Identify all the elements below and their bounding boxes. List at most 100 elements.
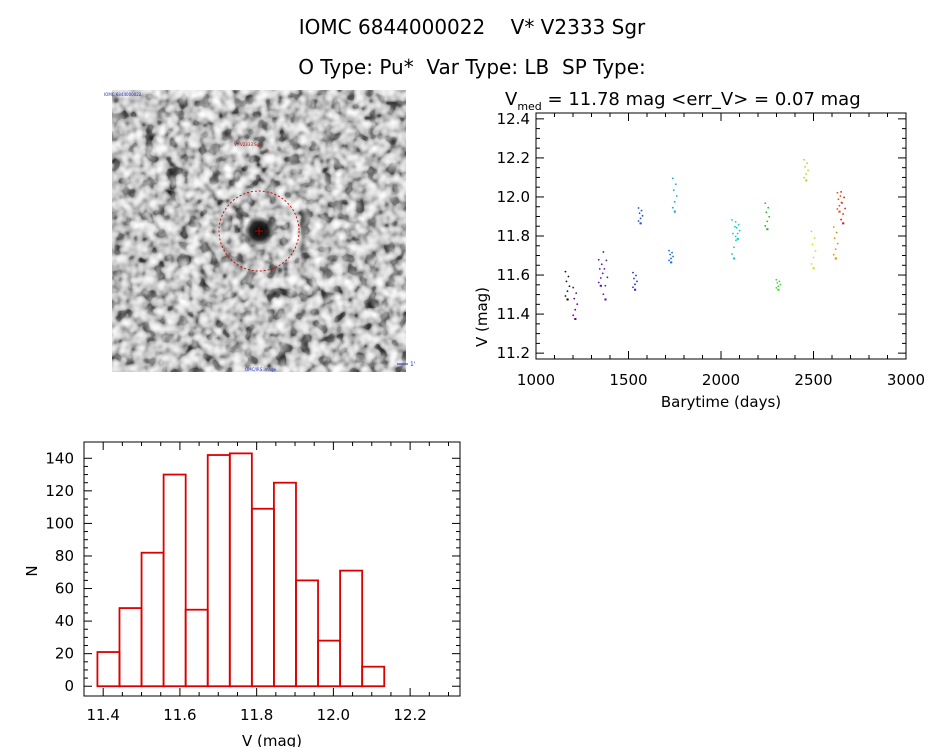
lc-data-cluster: [736, 237, 739, 240]
lc-data-point: [637, 220, 640, 222]
stat-sub: med: [517, 100, 541, 113]
hist-x-tick-label: 11.6: [163, 706, 196, 724]
lc-data-point: [639, 217, 642, 220]
lc-data-point: [732, 232, 734, 235]
lc-data-cluster: [812, 267, 815, 270]
lc-data-point: [832, 226, 835, 228]
lc-data-point: [765, 211, 768, 214]
lc-data-cluster: [838, 210, 841, 213]
hist-bar: [273, 481, 297, 688]
lc-data-cluster: [639, 222, 642, 225]
lc-data-point: [837, 198, 840, 201]
hist-bar: [206, 454, 231, 688]
lc-data-point: [736, 232, 739, 235]
hist-x-tick-label: 12.0: [317, 706, 350, 724]
image-top-left-label: IOMC 6844000022: [104, 92, 142, 97]
lc-data-point: [811, 243, 814, 246]
hist-x-tick-label: 11.8: [240, 706, 273, 724]
lc-data-point: [600, 263, 603, 266]
target-circle: [218, 190, 300, 272]
lc-data-point: [634, 283, 636, 286]
lc-data-point: [733, 246, 735, 249]
lc-data-point: [766, 220, 769, 223]
title-line-2: O Type: Pu* Var Type: LB SP Type:: [298, 55, 646, 79]
lc-data-point: [602, 293, 605, 296]
lc-data-point: [843, 196, 845, 199]
lc-data-point: [836, 191, 839, 194]
hist-plot-frame: [83, 441, 461, 697]
lc-data-cluster: [766, 228, 769, 231]
lc-data-point: [814, 250, 817, 252]
hist-y-tick-label: 60: [55, 580, 74, 598]
lc-data-point: [640, 209, 643, 212]
lc-data-cluster: [574, 318, 577, 320]
title-line-1: IOMC 6844000022 V* V2333 Sgr: [298, 15, 646, 39]
lc-x-tick-label: 2500: [794, 371, 832, 389]
lc-data-point: [572, 286, 575, 289]
lc-x-tick-label: 2000: [702, 371, 740, 389]
lc-data-cluster: [834, 257, 837, 260]
lc-data-point: [641, 214, 644, 217]
histogram-chart: 11.4 11.6 11.8 12.0 12.2 0 20 40 60 80 100 120 140 V…: [23, 441, 461, 747]
lc-data-point: [566, 290, 569, 293]
light-curve-stat: Vmed = 11.78 mag <err_V> = 0.07 mag: [505, 89, 861, 113]
lc-data-point: [668, 249, 670, 252]
lc-data-cluster: [633, 288, 637, 291]
lc-data-cluster: [604, 298, 607, 301]
hist-bar: [118, 607, 143, 688]
lc-data-point: [778, 280, 781, 283]
lc-data-cluster: [670, 261, 673, 264]
hist-x-tick-label: 11.4: [86, 706, 119, 724]
hist-y-tick-label: 0: [64, 677, 74, 695]
lc-data-point: [835, 231, 838, 234]
hist-bar: [250, 507, 275, 688]
lc-data-point: [806, 162, 808, 165]
image-center-label: V* V2333 Sgr: [234, 142, 261, 147]
lc-data-point: [764, 225, 767, 227]
lc-data-point: [668, 259, 670, 262]
hist-bar: [140, 551, 165, 688]
lc-data-point: [735, 239, 737, 242]
lc-data-point: [597, 281, 600, 284]
lc-data-point: [576, 303, 579, 306]
lc-data-point: [632, 271, 634, 274]
lc-data-point: [734, 225, 736, 228]
lc-data-point: [832, 253, 835, 256]
hist-bar: [162, 473, 187, 688]
lc-data-point: [674, 183, 677, 186]
lc-data-point: [838, 204, 841, 207]
lc-data-point: [567, 275, 570, 278]
hist-y-tick-label: 100: [45, 514, 74, 532]
lc-data-point: [803, 176, 805, 179]
lc-data-point: [842, 213, 844, 215]
lc-data-cluster: [673, 210, 676, 213]
hist-bar: [295, 579, 319, 688]
lc-y-tick-label: 11.8: [497, 227, 530, 245]
lc-y-tick-label: 12.2: [497, 149, 530, 167]
lc-data-point: [574, 308, 577, 311]
scale-label: 1': [410, 361, 416, 368]
lc-data-point: [775, 287, 778, 289]
lc-data-point: [565, 280, 568, 283]
lc-data-point: [598, 267, 601, 270]
lc-data-point: [804, 165, 806, 168]
lc-data-point: [734, 235, 737, 238]
lc-data-point: [805, 173, 807, 175]
hist-y-tick-label: 140: [45, 449, 74, 467]
lc-data-point: [673, 200, 676, 203]
lc-data-point: [775, 278, 778, 281]
lc-data-point: [564, 295, 567, 297]
lc-data-point: [840, 218, 842, 221]
lc-data-cluster: [805, 179, 808, 182]
lc-data-point: [671, 206, 674, 209]
lc-data-cluster: [842, 222, 845, 225]
lc-data-cluster: [566, 298, 569, 301]
lc-y-label: V (mag): [473, 287, 491, 347]
hist-bar: [361, 665, 386, 688]
lc-data-point: [734, 220, 737, 223]
lc-data-point: [731, 218, 733, 221]
lc-x-tick-label: 3000: [887, 371, 925, 389]
lc-data-point: [803, 158, 805, 161]
lc-data-point: [606, 276, 609, 279]
hist-y-tick-label: 120: [45, 482, 74, 500]
